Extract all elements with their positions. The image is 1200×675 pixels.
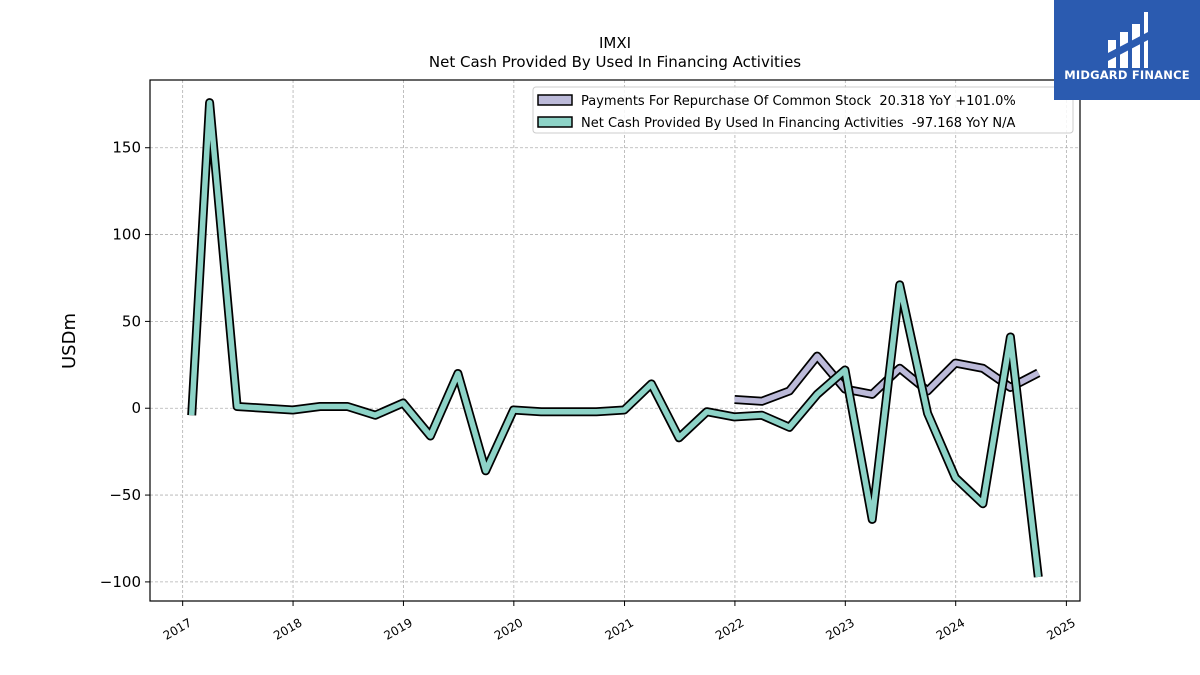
x-tick-label: 2024 [934, 615, 967, 642]
legend: Payments For Repurchase Of Common Stock … [532, 86, 1074, 134]
x-axis: 2017 2018 2019 2020 2021 2022 2023 2024 2025 [161, 601, 1078, 643]
x-tick-label: 2020 [492, 615, 525, 642]
x-tick-label: 2017 [161, 615, 194, 642]
y-tick-label: 0 [131, 399, 141, 417]
x-tick-label: 2018 [271, 615, 304, 642]
legend-swatch-0 [537, 94, 573, 106]
series-layer [187, 98, 1043, 578]
y-axis: −100 −50 0 50 100 150 [100, 139, 150, 591]
x-tick-label: 2025 [1044, 615, 1077, 642]
x-tick-label: 2021 [603, 615, 636, 642]
y-axis-label: USDm [59, 313, 80, 369]
y-tick-label: −100 [100, 573, 141, 591]
legend-box [532, 86, 1074, 134]
x-tick-label: 2019 [381, 615, 414, 642]
x-tick-label: 2022 [713, 615, 746, 642]
y-tick-label: −50 [109, 486, 141, 504]
legend-swatch-1 [537, 116, 573, 128]
plot-frame [149, 79, 1081, 602]
y-tick-label: 50 [122, 312, 141, 330]
midgard-logo-icon [1106, 12, 1148, 68]
chart-subtitle: Net Cash Provided By Used In Financing A… [429, 53, 801, 71]
x-tick-label: 2023 [823, 615, 856, 642]
legend-label-1: Net Cash Provided By Used In Financing A… [581, 116, 1016, 131]
series-1-line [188, 99, 1042, 578]
y-tick-label: 150 [112, 139, 141, 157]
grid [150, 80, 1080, 601]
brand-name: MIDGARD FINANCE [1064, 68, 1190, 82]
y-tick-label: 100 [112, 226, 141, 244]
chart-title: IMXI [599, 34, 631, 52]
legend-label-0: Payments For Repurchase Of Common Stock … [581, 94, 1016, 109]
brand-logo: MIDGARD FINANCE [1054, 0, 1200, 100]
